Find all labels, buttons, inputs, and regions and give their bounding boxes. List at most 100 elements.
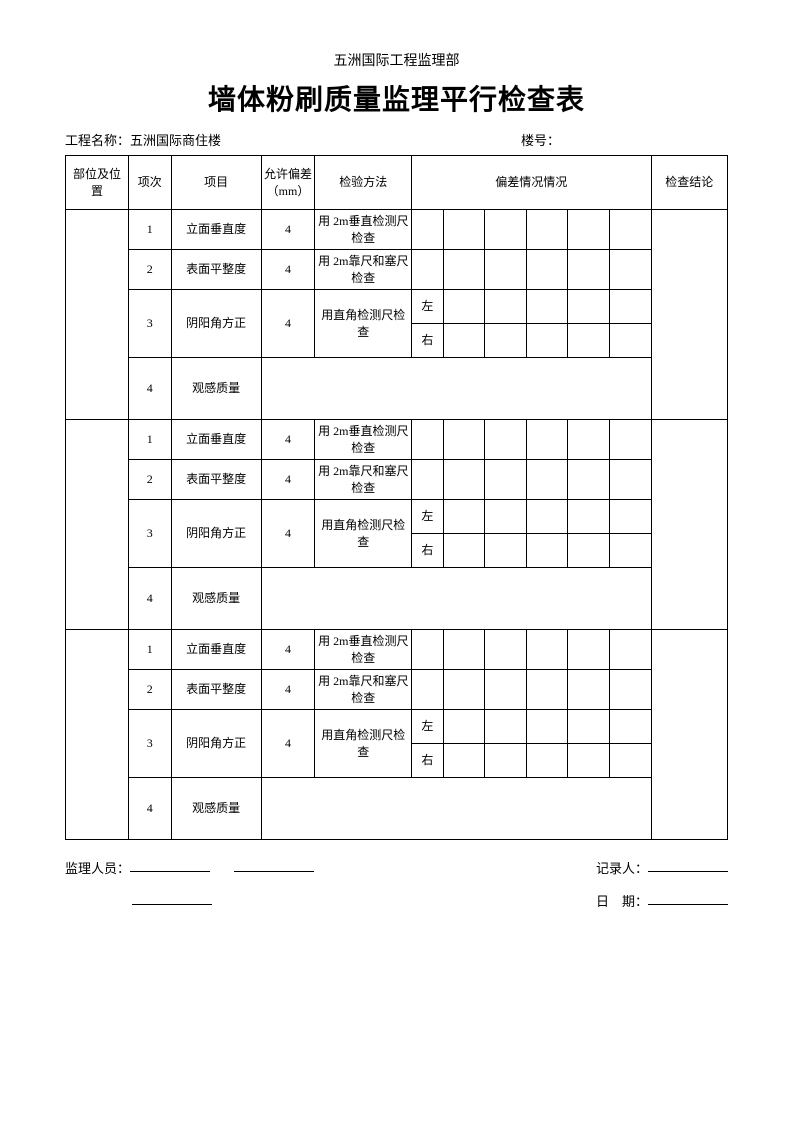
- th-tolerance: 允许偏差（mm）: [261, 156, 315, 210]
- cell-tol: 4: [261, 420, 315, 460]
- cell-blank: [412, 210, 443, 250]
- cell-item: 观感质量: [171, 778, 261, 840]
- table-row: 3 阴阳角方正 4 用直角检测尺检查 左: [66, 500, 728, 534]
- cell-tol: 4: [261, 670, 315, 710]
- cell-item: 立面垂直度: [171, 210, 261, 250]
- cell-seq: 2: [128, 250, 171, 290]
- cell-method: 用直角检测尺检查: [315, 500, 412, 568]
- table-row: 2 表面平整度 4 用 2m靠尺和塞尺检查: [66, 670, 728, 710]
- blank-line: [648, 858, 728, 872]
- org-name: 五洲国际工程监理部: [65, 50, 728, 70]
- cell-seq: 2: [128, 670, 171, 710]
- cell-tol: 4: [261, 500, 315, 568]
- cell-blank: [609, 210, 651, 250]
- cell-blank: [485, 210, 527, 250]
- date-label: 日 期：: [596, 891, 648, 910]
- cell-item: 阴阳角方正: [171, 500, 261, 568]
- cell-item: 阴阳角方正: [171, 710, 261, 778]
- cell-item: 观感质量: [171, 568, 261, 630]
- table-row: 2 表面平整度 4 用 2m靠尺和塞尺检查: [66, 250, 728, 290]
- page: 五洲国际工程监理部 墙体粉刷质量监理平行检查表 工程名称：五洲国际商住楼 楼号：…: [0, 0, 793, 964]
- cell-location: [66, 420, 129, 630]
- cell-obs: [261, 358, 651, 420]
- cell-blank: [568, 210, 610, 250]
- cell-method: 用 2m靠尺和塞尺检查: [315, 250, 412, 290]
- cell-conclusion: [651, 210, 728, 420]
- th-seq: 项次: [128, 156, 171, 210]
- cell-method: 用 2m垂直检测尺检查: [315, 630, 412, 670]
- cell-tol: 4: [261, 460, 315, 500]
- table-row: 1 立面垂直度 4 用 2m垂直检测尺检查: [66, 420, 728, 460]
- table-row: 4 观感质量: [66, 778, 728, 840]
- cell-item: 立面垂直度: [171, 630, 261, 670]
- cell-item: 观感质量: [171, 358, 261, 420]
- cell-seq: 4: [128, 358, 171, 420]
- cell-tol: 4: [261, 210, 315, 250]
- cell-left: 左: [412, 500, 443, 534]
- cell-item: 表面平整度: [171, 460, 261, 500]
- cell-method: 用直角检测尺检查: [315, 710, 412, 778]
- cell-method: 用 2m靠尺和塞尺检查: [315, 670, 412, 710]
- cell-seq: 2: [128, 460, 171, 500]
- cell-seq: 1: [128, 420, 171, 460]
- th-item: 项目: [171, 156, 261, 210]
- cell-method: 用 2m垂直检测尺检查: [315, 420, 412, 460]
- cell-right: 右: [412, 744, 443, 778]
- table-header-row: 部位及位置 项次 项目 允许偏差（mm） 检验方法 偏差情况情况 检查结论: [66, 156, 728, 210]
- cell-seq: 1: [128, 210, 171, 250]
- cell-tol: 4: [261, 290, 315, 358]
- cell-location: [66, 210, 129, 420]
- project-label: 工程名称：: [65, 133, 130, 148]
- table-row: 4 观感质量: [66, 568, 728, 630]
- cell-obs: [261, 778, 651, 840]
- blank-line: [130, 858, 210, 872]
- cell-obs: [261, 568, 651, 630]
- table-row: 1 立面垂直度 4 用 2m垂直检测尺检查: [66, 630, 728, 670]
- table-row: 3 阴阳角方正 4 用直角检测尺检查 左: [66, 290, 728, 324]
- cell-left: 左: [412, 290, 443, 324]
- building-label: 楼号：: [521, 133, 560, 148]
- cell-seq: 1: [128, 630, 171, 670]
- supervisor-label: 监理人员：: [65, 858, 130, 877]
- th-method: 检验方法: [315, 156, 412, 210]
- blank-line: [234, 858, 314, 872]
- th-deviation: 偏差情况情况: [412, 156, 651, 210]
- cell-left: 左: [412, 710, 443, 744]
- blank-line: [132, 891, 212, 905]
- th-conclusion: 检查结论: [651, 156, 728, 210]
- cell-method: 用 2m靠尺和塞尺检查: [315, 460, 412, 500]
- blank-line: [648, 891, 728, 905]
- info-row: 工程名称：五洲国际商住楼 楼号：: [65, 130, 728, 149]
- cell-item: 阴阳角方正: [171, 290, 261, 358]
- cell-blank: [526, 210, 568, 250]
- inspection-table: 部位及位置 项次 项目 允许偏差（mm） 检验方法 偏差情况情况 检查结论 1 …: [65, 155, 728, 840]
- footer: 监理人员： 记录人： 日 期：: [65, 858, 728, 910]
- cell-seq: 3: [128, 710, 171, 778]
- cell-method: 用直角检测尺检查: [315, 290, 412, 358]
- cell-item: 表面平整度: [171, 670, 261, 710]
- page-title: 墙体粉刷质量监理平行检查表: [65, 78, 728, 118]
- project-value: 五洲国际商住楼: [130, 133, 221, 148]
- cell-tol: 4: [261, 710, 315, 778]
- table-row: 3 阴阳角方正 4 用直角检测尺检查 左: [66, 710, 728, 744]
- cell-item: 表面平整度: [171, 250, 261, 290]
- cell-seq: 4: [128, 778, 171, 840]
- cell-location: [66, 630, 129, 840]
- cell-right: 右: [412, 534, 443, 568]
- cell-blank: [443, 210, 485, 250]
- table-row: 4 观感质量: [66, 358, 728, 420]
- cell-conclusion: [651, 420, 728, 630]
- recorder-label: 记录人：: [596, 858, 648, 877]
- cell-tol: 4: [261, 250, 315, 290]
- table-row: 1 立面垂直度 4 用 2m垂直检测尺检查: [66, 210, 728, 250]
- cell-seq: 4: [128, 568, 171, 630]
- cell-item: 立面垂直度: [171, 420, 261, 460]
- cell-tol: 4: [261, 630, 315, 670]
- cell-method: 用 2m垂直检测尺检查: [315, 210, 412, 250]
- th-location: 部位及位置: [66, 156, 129, 210]
- cell-conclusion: [651, 630, 728, 840]
- cell-seq: 3: [128, 290, 171, 358]
- cell-right: 右: [412, 324, 443, 358]
- cell-seq: 3: [128, 500, 171, 568]
- table-row: 2 表面平整度 4 用 2m靠尺和塞尺检查: [66, 460, 728, 500]
